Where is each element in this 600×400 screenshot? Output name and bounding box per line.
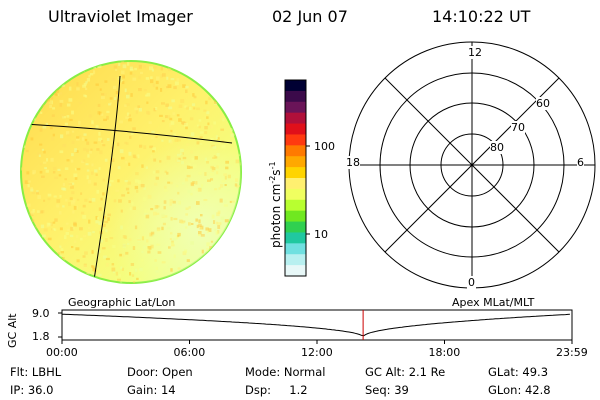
ip-info: IP: 36.0 bbox=[10, 383, 54, 397]
color-scale-bar bbox=[285, 80, 306, 277]
mode-info: Mode: Normal bbox=[245, 365, 326, 379]
timeline-tick-label: 00:00 bbox=[46, 346, 78, 359]
colorbar-segment bbox=[285, 221, 306, 233]
dsp-info: Dsp: 1.2 bbox=[245, 383, 308, 397]
image-date: 02 Jun 07 bbox=[272, 7, 348, 26]
colorbar-segment bbox=[285, 134, 306, 146]
glon-info: GLon: 42.8 bbox=[488, 383, 551, 397]
colorbar-segment bbox=[285, 90, 306, 103]
image-time: 14:10:22 UT bbox=[432, 7, 531, 26]
polar-label-0: 0 bbox=[467, 276, 476, 289]
colorbar-segment bbox=[285, 254, 306, 266]
gc-alt-info: GC Alt: 2.1 Re bbox=[365, 365, 446, 379]
colorbar-segment bbox=[285, 199, 306, 212]
colorbar-segment bbox=[285, 265, 306, 277]
polar-label-70: 70 bbox=[511, 121, 525, 134]
glat-info: GLat: 49.3 bbox=[488, 365, 549, 379]
polar-grid bbox=[348, 41, 596, 289]
colorbar-segment bbox=[285, 178, 306, 190]
polar-label-12: 12 bbox=[467, 46, 483, 59]
colorbar-segment bbox=[285, 167, 306, 179]
timeline-tick-label: 06:00 bbox=[173, 346, 206, 359]
timeline-tick-label: 18:00 bbox=[428, 346, 461, 359]
colorbar-segment bbox=[285, 188, 306, 201]
colorbar-label-10: 10 bbox=[314, 228, 328, 241]
timeline-y-top: 9.0 bbox=[32, 307, 50, 320]
filter-info: Flt: LBHL bbox=[10, 365, 62, 379]
altitude-timeline bbox=[58, 309, 573, 344]
colorbar-segment bbox=[285, 112, 306, 125]
colorbar-segment bbox=[285, 243, 306, 255]
colorbar-segment bbox=[285, 210, 306, 223]
colorbar-label-100: 100 bbox=[314, 140, 335, 153]
timeline-y-bottom: 1.8 bbox=[32, 330, 50, 343]
timeline-right-label: Apex MLat/MLT bbox=[452, 296, 535, 309]
timeline-tick-label: 12:00 bbox=[301, 346, 333, 359]
colorbar-segment bbox=[285, 232, 306, 244]
colorbar-segment bbox=[285, 101, 306, 114]
timeline-left-label: Geographic Lat/Lon bbox=[68, 296, 176, 309]
polar-label-80: 80 bbox=[490, 141, 504, 154]
timeline-axis-title: GC Alt bbox=[6, 313, 19, 348]
polar-label-60: 60 bbox=[536, 97, 550, 110]
altitude-curve bbox=[61, 313, 570, 337]
timeline-tick-label: 23:59 bbox=[556, 346, 588, 359]
seq-info: Seq: 39 bbox=[365, 383, 409, 397]
uv-image-disk bbox=[20, 60, 242, 284]
colorbar-unit-label: photon cm-2s-1 bbox=[268, 161, 283, 248]
gain-info: Gain: 14 bbox=[127, 383, 176, 397]
polar-label-18: 18 bbox=[346, 156, 360, 169]
colorbar-segment bbox=[285, 80, 306, 92]
longitude-line bbox=[93, 75, 121, 281]
colorbar-segment bbox=[285, 145, 306, 157]
app-title: Ultraviolet Imager bbox=[48, 7, 193, 26]
latitude-line bbox=[23, 123, 233, 144]
colorbar-segment bbox=[285, 156, 306, 168]
polar-label-6: 6 bbox=[577, 156, 584, 169]
colorbar-segment bbox=[285, 123, 306, 135]
polar-diagonal-2 bbox=[384, 77, 560, 253]
door-info: Door: Open bbox=[127, 365, 193, 379]
